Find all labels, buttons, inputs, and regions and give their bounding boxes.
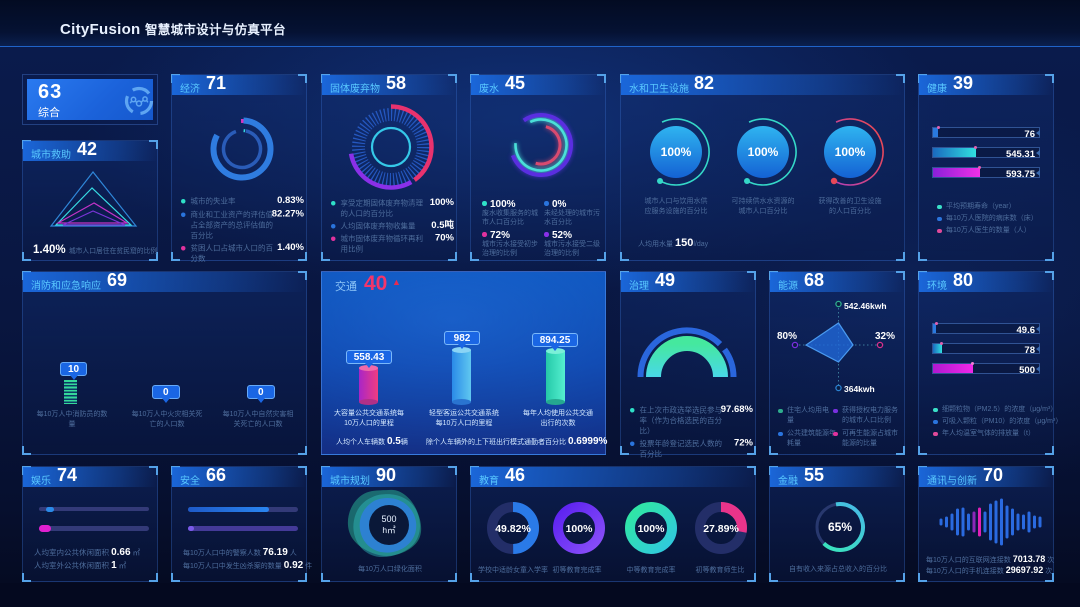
svg-text:100%: 100% — [661, 145, 692, 159]
svg-text:27.89%: 27.89% — [703, 523, 739, 535]
svg-text:100%: 100% — [748, 145, 779, 159]
svg-text:100%: 100% — [566, 523, 594, 535]
svg-text:h㎡: h㎡ — [382, 525, 396, 535]
svg-text:100%: 100% — [835, 145, 866, 159]
svg-text:65%: 65% — [828, 520, 852, 534]
svg-text:500: 500 — [381, 514, 396, 524]
svg-text:49.82%: 49.82% — [495, 523, 531, 535]
svg-text:100%: 100% — [638, 523, 666, 535]
